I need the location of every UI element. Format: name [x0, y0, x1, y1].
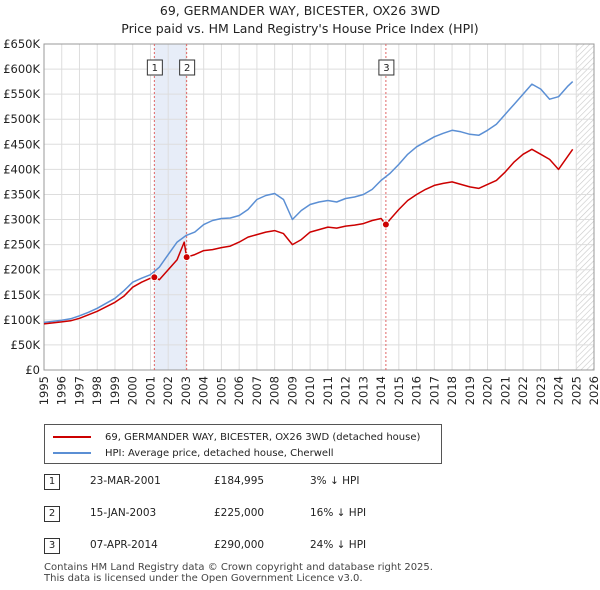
x-tick-label: 2017 — [427, 376, 441, 405]
hpi-line — [43, 81, 574, 324]
y-tick-label: £450K — [3, 137, 40, 151]
y-tick-label: £650K — [3, 37, 40, 51]
transaction-hpi: 16% ↓ HPI — [310, 507, 367, 519]
legend-swatch-property — [53, 436, 91, 438]
legend-label-hpi: HPI: Average price, detached house, Cher… — [105, 447, 334, 459]
legend-item-hpi: HPI: Average price, detached house, Cher… — [53, 446, 334, 460]
x-tick-label: 2025 — [569, 376, 583, 405]
x-tick-label: 2007 — [250, 376, 264, 405]
x-tick-label: 2001 — [143, 376, 157, 405]
transaction-hpi: 24% ↓ HPI — [310, 539, 367, 551]
table-row: 1 23-MAR-2001 £184,995 3% ↓ HPI — [44, 474, 464, 492]
x-tick-label: 2026 — [587, 376, 600, 405]
y-tick-label: £350K — [3, 187, 40, 201]
x-tick-label: 2009 — [285, 376, 299, 405]
x-tick-label: 2010 — [303, 376, 317, 405]
legend: 69, GERMANDER WAY, BICESTER, OX26 3WD (d… — [44, 424, 442, 464]
shaded-period — [154, 44, 187, 370]
x-tick-label: 2008 — [268, 376, 282, 405]
transaction-badge: 3 — [44, 538, 60, 554]
table-row: 2 15-JAN-2003 £225,000 16% ↓ HPI — [44, 506, 464, 524]
plot-area — [44, 44, 594, 370]
x-tick-label: 2005 — [214, 376, 228, 405]
transaction-price: £225,000 — [214, 507, 265, 519]
legend-swatch-hpi — [53, 452, 91, 454]
x-tick-label: 2020 — [481, 376, 495, 405]
y-tick-label: £300K — [3, 213, 40, 227]
transaction-hpi: 3% ↓ HPI — [310, 475, 360, 487]
sale-label-box — [378, 59, 395, 76]
y-tick-label: £0 — [25, 363, 40, 377]
x-tick-label: 1996 — [55, 376, 69, 405]
table-row: 3 07-APR-2014 £290,000 24% ↓ HPI — [44, 538, 464, 556]
x-tick-label: 2022 — [516, 376, 530, 405]
sale-point — [182, 253, 191, 262]
transaction-price: £290,000 — [214, 539, 265, 551]
x-tick-label: 2000 — [126, 376, 140, 405]
property-line — [43, 148, 574, 325]
x-tick-label: 2019 — [463, 376, 477, 405]
y-tick-label: £150K — [3, 288, 40, 302]
sale-point — [150, 273, 159, 282]
y-tick-label: £250K — [3, 238, 40, 252]
x-tick-label: 1995 — [37, 376, 51, 405]
y-tick-label: £400K — [3, 162, 40, 176]
transaction-date: 23-MAR-2001 — [90, 475, 161, 487]
x-tick-label: 2011 — [321, 376, 335, 405]
sale-label: 1 — [152, 63, 158, 74]
x-tick-label: 2014 — [374, 376, 388, 405]
transaction-price: £184,995 — [214, 475, 265, 487]
x-tick-label: 2018 — [445, 376, 459, 405]
y-tick-label: £100K — [3, 313, 40, 327]
y-tick-label: £200K — [3, 263, 40, 277]
x-tick-label: 1998 — [90, 376, 104, 405]
chart-subtitle: Price paid vs. HM Land Registry's House … — [121, 21, 479, 36]
y-tick-label: £600K — [3, 62, 40, 76]
sale-label: 3 — [383, 63, 389, 74]
x-tick-label: 2015 — [392, 376, 406, 405]
transaction-badge: 2 — [44, 506, 60, 522]
forecast-hatch — [576, 44, 594, 370]
chart-title: 69, GERMANDER WAY, BICESTER, OX26 3WD — [159, 3, 441, 18]
transaction-date: 07-APR-2014 — [90, 539, 158, 551]
y-tick-label: £50K — [11, 338, 41, 352]
plot-frame — [43, 43, 595, 371]
x-tick-label: 2004 — [197, 376, 211, 405]
x-tick-label: 2013 — [356, 376, 370, 405]
x-tick-label: 1999 — [108, 376, 122, 405]
footer-license: This data is licensed under the Open Gov… — [44, 573, 363, 584]
transaction-date: 15-JAN-2003 — [90, 507, 157, 519]
x-tick-label: 1997 — [72, 376, 86, 405]
x-tick-label: 2003 — [179, 376, 193, 405]
x-tick-label: 2006 — [232, 376, 246, 405]
x-tick-label: 2021 — [498, 376, 512, 405]
x-tick-label: 2016 — [410, 376, 424, 405]
legend-label-property: 69, GERMANDER WAY, BICESTER, OX26 3WD (d… — [105, 431, 421, 443]
x-tick-label: 2023 — [534, 376, 548, 405]
legend-item-property: 69, GERMANDER WAY, BICESTER, OX26 3WD (d… — [53, 430, 420, 444]
y-tick-label: £550K — [3, 87, 40, 101]
sale-label-box — [146, 59, 163, 76]
x-tick-label: 2024 — [552, 376, 566, 405]
footer: Contains HM Land Registry data © Crown c… — [44, 562, 433, 584]
y-tick-label: £500K — [3, 112, 40, 126]
footer-copyright: Contains HM Land Registry data © Crown c… — [44, 562, 433, 573]
sale-label-box — [179, 59, 196, 76]
transaction-badge: 1 — [44, 474, 60, 490]
x-tick-label: 2012 — [339, 376, 353, 405]
sale-label: 2 — [184, 63, 190, 74]
price-chart: £0 £50K £100K £150K £200K £250K £300K £350K £400… — [3, 37, 600, 405]
sale-point — [381, 220, 390, 229]
x-tick-label: 2002 — [161, 376, 175, 405]
